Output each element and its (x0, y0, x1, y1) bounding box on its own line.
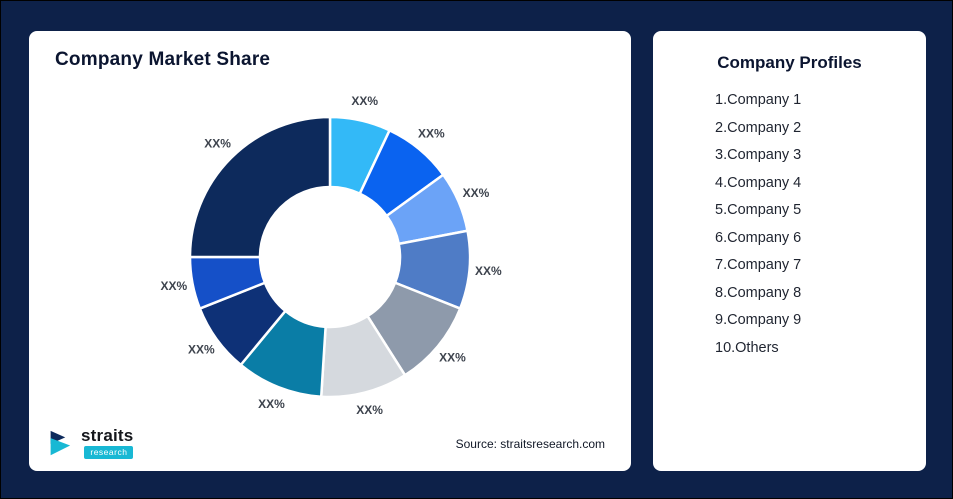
logo-subtitle: research (84, 446, 134, 459)
company-profiles-card: Company Profiles 1.Company 1 2.Company 2… (653, 31, 926, 471)
logo-name: straits (81, 426, 134, 445)
profile-list-item: 9.Company 9 (715, 312, 802, 328)
chart-slice (188, 115, 332, 259)
profile-list-item: 2.Company 2 (715, 119, 802, 136)
profiles-title: Company Profiles (717, 53, 862, 72)
slice-label: XX% (351, 94, 378, 108)
profile-list-item: 4.Company 4 (715, 174, 802, 191)
profile-list-item: 1.Company 1 (715, 92, 802, 108)
source-text: Source: straitsresearch.com (455, 437, 605, 451)
slice-label: XX% (463, 186, 490, 200)
slice-label: XX% (188, 343, 215, 357)
slice-label: XX% (356, 403, 383, 417)
slice-label: XX% (439, 351, 466, 365)
market-share-card: Company Market Share XX% XX% XX% XX% XX% XX% X… (29, 31, 631, 471)
profile-list-item: 5.Company 5 (715, 202, 802, 218)
profile-list-item: 7.Company 7 (715, 257, 802, 273)
chart-title: Company Market Share (55, 49, 271, 70)
logo-text: straits research (81, 426, 134, 459)
donut-chart: XX% XX% XX% XX% XX% XX% XX% XX% XX% XX% (160, 94, 502, 417)
slice-label: XX% (418, 127, 445, 141)
profile-list-item: 8.Company 8 (715, 284, 802, 301)
slice-label: XX% (475, 264, 502, 278)
slice-label: XX% (258, 397, 285, 411)
profiles-list: 1.Company 1 2.Company 2 3.Company 3 4.Co… (653, 93, 926, 355)
profile-list-item: 10.Others (715, 339, 779, 356)
profile-list-item: 3.Company 3 (715, 147, 802, 163)
profile-list-item: 6.Company 6 (715, 229, 802, 246)
straits-logo: straits research (49, 426, 134, 459)
slice-label: XX% (160, 279, 187, 293)
slice-label: XX% (204, 137, 231, 151)
straits-logo-icon (50, 430, 71, 456)
